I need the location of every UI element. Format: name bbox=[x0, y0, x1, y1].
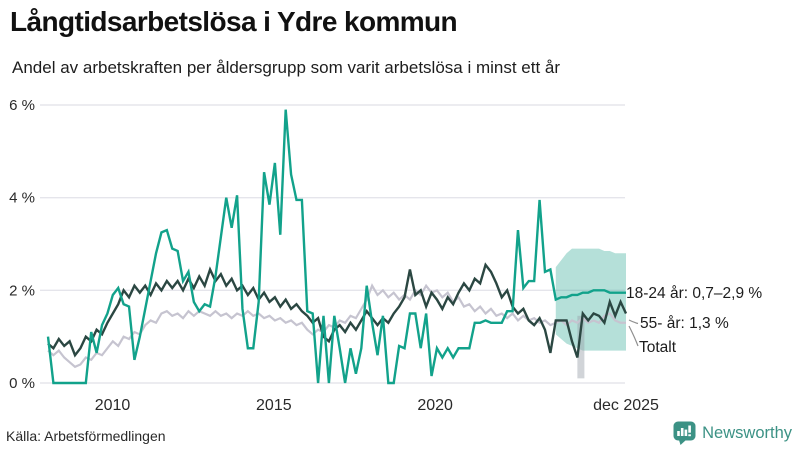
annotation-connector-55 bbox=[628, 319, 639, 325]
x-tick-label: 2015 bbox=[256, 397, 292, 414]
x-tick-label: 2020 bbox=[417, 397, 453, 414]
annotation-totalt: Totalt bbox=[639, 339, 677, 356]
series-line-Totalt bbox=[47, 262, 628, 358]
forecast-band-polygon bbox=[555, 248, 626, 351]
x-tick-label: 2010 bbox=[95, 397, 131, 414]
y-tick-label: 4 % bbox=[9, 190, 35, 207]
axis-labels: 0 % 2 % 4 % 6 % 2010 2015 2020 dec 2025 bbox=[9, 97, 659, 414]
annotation-connector-totalt bbox=[628, 325, 639, 347]
y-tick-label: 6 % bbox=[9, 97, 35, 114]
annotation-layer: 18-24 år: 0,7–2,9 % 55- år: 1,3 % Totalt bbox=[626, 285, 762, 356]
annotation-55: 55- år: 1,3 % bbox=[640, 315, 729, 332]
y-tick-label: 2 % bbox=[9, 282, 35, 299]
x-tick-label: dec 2025 bbox=[593, 397, 659, 414]
uncertainty-strip bbox=[577, 315, 585, 379]
chart-subtitle: Andel av arbetskraften per åldersgrupp s… bbox=[12, 58, 561, 77]
source-attribution: Källa: Arbetsförmedlingen bbox=[6, 428, 166, 444]
series-line-18-24-år bbox=[46, 109, 626, 385]
newsworthy-brand: Newsworthy bbox=[673, 421, 792, 445]
annotation-18-24: 18-24 år: 0,7–2,9 % bbox=[626, 285, 762, 302]
forecast-band bbox=[555, 248, 626, 379]
page-title: Långtidsarbetslösa i Ydre kommun bbox=[10, 6, 458, 37]
newsworthy-chart-bubble-icon bbox=[673, 421, 696, 445]
y-tick-label: 0 % bbox=[9, 375, 35, 392]
brand-name: Newsworthy bbox=[702, 423, 792, 442]
series-lines bbox=[46, 109, 628, 385]
